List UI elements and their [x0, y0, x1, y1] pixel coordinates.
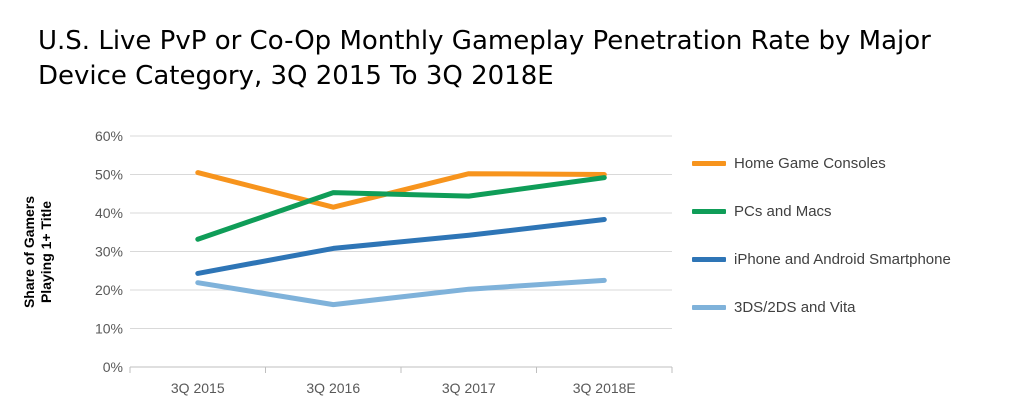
y-tick-label: 60% [95, 128, 123, 144]
legend-swatch [692, 256, 726, 262]
legend-label: iPhone and Android Smartphone [734, 250, 951, 268]
y-tick-label: 0% [103, 359, 123, 375]
legend-item: iPhone and Android Smartphone [692, 248, 951, 270]
x-tick-label: 3Q 2018E [573, 380, 636, 396]
chart-title-line-1: U.S. Live PvP or Co-Op Monthly Gameplay … [38, 26, 931, 56]
y-tick-label: 30% [95, 244, 123, 260]
legend-swatch [692, 160, 726, 166]
y-tick-label: 50% [95, 167, 123, 183]
legend-label: Home Game Consoles [734, 154, 886, 172]
legend-item: PCs and Macs [692, 200, 832, 222]
chart-title-line-2: Device Category, 3Q 2015 To 3Q 2018E [38, 61, 554, 91]
grid-lines [129, 135, 673, 373]
legend-item: 3DS/2DS and Vita [692, 296, 855, 318]
chart-title: U.S. Live PvP or Co-Op Monthly Gameplay … [38, 24, 998, 94]
legend-item: Home Game Consoles [692, 152, 886, 174]
legend-swatch [692, 304, 726, 310]
legend-swatch [692, 208, 726, 214]
series-line-4 [195, 277, 607, 308]
series-line-2 [195, 175, 607, 242]
y-tick-label: 20% [95, 282, 123, 298]
x-tick-labels: 3Q 2015 3Q 2016 3Q 2017 3Q 2018E [171, 380, 636, 396]
series-line-1 [195, 170, 607, 210]
x-tick-label: 3Q 2015 [171, 380, 225, 396]
y-tick-label: 10% [95, 321, 123, 337]
legend-label: 3DS/2DS and Vita [734, 298, 856, 316]
series-lines [195, 170, 607, 308]
y-tick-label: 40% [95, 205, 123, 221]
series-line-3 [195, 217, 607, 276]
legend-label: PCs and Macs [734, 202, 832, 220]
x-tick-label: 3Q 2017 [442, 380, 496, 396]
x-tick-label: 3Q 2016 [306, 380, 360, 396]
y-tick-labels: 0% 10% 20% 30% 40% 50% 60% [95, 128, 123, 375]
